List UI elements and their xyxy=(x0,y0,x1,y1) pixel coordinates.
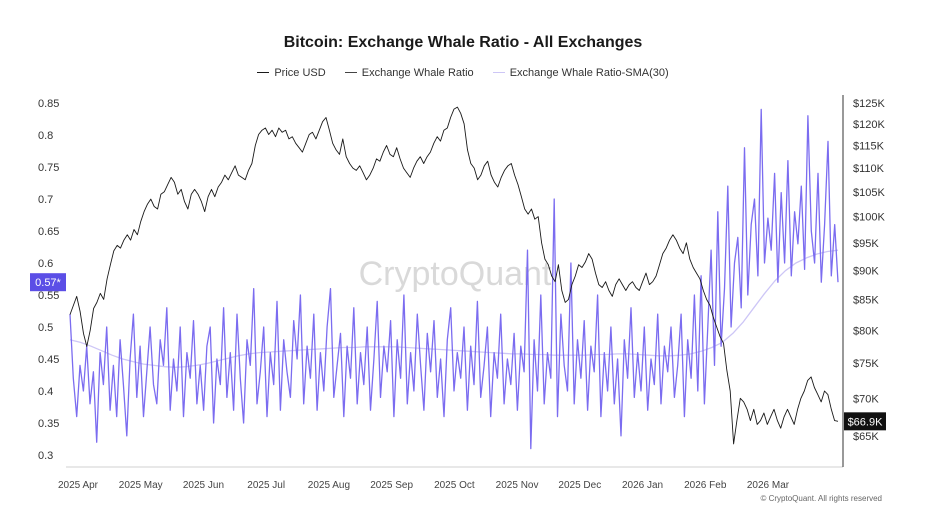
right-tick-label: $75K xyxy=(853,358,879,370)
whale-ratio-line xyxy=(69,108,839,450)
x-tick-label: 2025 Dec xyxy=(558,480,601,491)
current-ratio-label: 0.57* xyxy=(35,277,61,289)
legend-label-sma: Exchange Whale Ratio-SMA(30) xyxy=(509,66,669,79)
current-price-badge xyxy=(844,412,886,431)
whale-ratio-sma-line xyxy=(69,249,839,368)
x-axis: 2025 Apr 2025 May 2025 Jun 2025 Jul 2025 Aug… xyxy=(58,480,790,491)
right-tick-label: $100K xyxy=(853,212,885,224)
left-tick-label: 0.3 xyxy=(38,450,53,462)
legend-swatch-ratio xyxy=(344,72,357,73)
x-tick-label: 2025 May xyxy=(119,480,163,491)
right-tick-label: $120K xyxy=(853,119,885,131)
right-tick-label: $95K xyxy=(853,238,879,250)
legend-item-sma[interactable]: Exchange Whale Ratio-SMA(30) xyxy=(492,66,669,79)
copyright-text: © CryptoQuant. All rights reserved xyxy=(760,494,883,503)
left-tick-label: 0.6 xyxy=(38,258,53,270)
left-tick-label: 0.8 xyxy=(38,130,53,142)
legend-swatch-sma xyxy=(492,72,505,73)
right-tick-label: $65K xyxy=(853,431,879,443)
x-tick-label: 2025 Sep xyxy=(370,480,413,491)
x-tick-label: 2026 Feb xyxy=(684,480,727,491)
right-tick-label: $85K xyxy=(853,294,879,306)
left-tick-label: 0.45 xyxy=(38,354,59,366)
value-badges: 0.57* $66.9K xyxy=(30,273,886,431)
price-line xyxy=(69,106,839,445)
right-tick-label: $90K xyxy=(853,265,879,277)
legend-label-ratio: Exchange Whale Ratio xyxy=(361,66,474,79)
x-tick-label: 2025 Nov xyxy=(496,480,539,491)
right-tick-label: $115K xyxy=(853,140,885,152)
left-tick-label: 0.75 xyxy=(38,162,59,174)
x-tick-label: 2026 Jan xyxy=(622,480,663,491)
legend-item-price[interactable]: Price USD xyxy=(257,66,326,79)
right-tick-label: $105K xyxy=(853,187,885,199)
right-tick-label: $80K xyxy=(853,325,879,337)
x-tick-label: 2025 Jun xyxy=(183,480,224,491)
left-tick-label: 0.85 xyxy=(38,98,59,110)
right-axis: $125K $120K $115K $110K $105K $100K $95K $90K $8… xyxy=(853,98,885,443)
left-tick-label: 0.7 xyxy=(38,194,53,206)
left-tick-label: 0.55 xyxy=(38,290,59,302)
x-tick-label: 2025 Aug xyxy=(308,480,350,491)
x-tick-label: 2025 Jul xyxy=(247,480,285,491)
legend: Price USD Exchange Whale Ratio Exchange … xyxy=(0,64,926,79)
left-tick-label: 0.5 xyxy=(38,322,53,334)
left-tick-label: 0.4 xyxy=(38,386,53,398)
series-group xyxy=(69,106,839,450)
left-tick-label: 0.35 xyxy=(38,418,59,430)
current-price-label: $66.9K xyxy=(848,416,884,428)
left-axis: 0.85 0.8 0.75 0.7 0.65 0.6 0.55 0.5 0.45 0.4 0.35 0… xyxy=(38,98,59,462)
x-tick-label: 2026 Mar xyxy=(747,480,790,491)
right-tick-label: $70K xyxy=(853,393,879,405)
current-ratio-badge xyxy=(30,273,66,292)
legend-label-price: Price USD xyxy=(274,66,326,79)
x-tick-label: 2025 Apr xyxy=(58,480,99,491)
right-tick-label: $125K xyxy=(853,98,885,110)
x-tick-label: 2025 Oct xyxy=(434,480,475,491)
chart-title: Bitcoin: Exchange Whale Ratio - All Exch… xyxy=(283,34,643,51)
legend-swatch-price xyxy=(257,72,270,73)
legend-item-ratio[interactable]: Exchange Whale Ratio xyxy=(344,66,474,79)
watermark: CryptoQuant xyxy=(359,255,552,293)
left-tick-label: 0.65 xyxy=(38,226,59,238)
right-tick-label: $110K xyxy=(853,163,885,175)
